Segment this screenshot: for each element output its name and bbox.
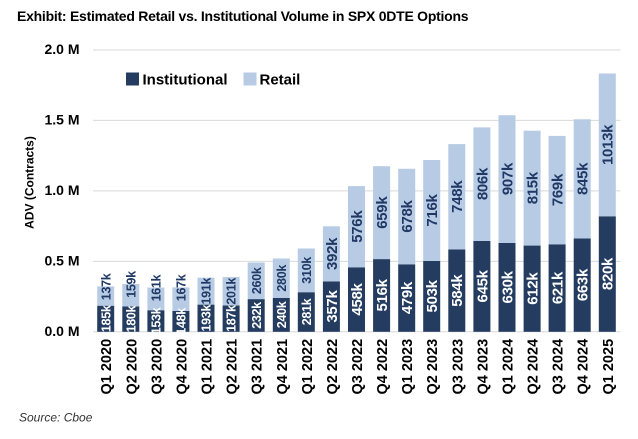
svg-text:612k: 612k xyxy=(525,272,542,305)
svg-text:1013k: 1013k xyxy=(600,124,617,165)
svg-text:907k: 907k xyxy=(499,162,516,195)
svg-text:Q4 2023: Q4 2023 xyxy=(475,339,491,395)
svg-text:0.5 M: 0.5 M xyxy=(44,253,79,269)
svg-text:Exhibit: Estimated Retail vs.: Exhibit: Estimated Retail vs. Institutio… xyxy=(17,8,469,24)
svg-text:645k: 645k xyxy=(474,269,491,302)
svg-text:185k: 185k xyxy=(99,305,113,332)
svg-text:Q1 2024: Q1 2024 xyxy=(501,339,517,395)
svg-text:Q1 2021: Q1 2021 xyxy=(200,339,216,395)
svg-text:Q3 2024: Q3 2024 xyxy=(551,339,567,395)
svg-text:Q2 2024: Q2 2024 xyxy=(526,339,542,395)
svg-text:516k: 516k xyxy=(374,278,391,311)
svg-text:479k: 479k xyxy=(399,281,416,314)
svg-text:201k: 201k xyxy=(225,278,239,305)
svg-text:1.0 M: 1.0 M xyxy=(44,182,79,198)
svg-text:281k: 281k xyxy=(300,298,314,325)
svg-text:ADV (Contracts): ADV (Contracts) xyxy=(23,136,37,229)
svg-text:Q4 2024: Q4 2024 xyxy=(576,339,592,395)
svg-text:357k: 357k xyxy=(324,290,341,323)
svg-text:Q3 2020: Q3 2020 xyxy=(149,339,165,395)
svg-text:Institutional: Institutional xyxy=(143,72,228,89)
svg-text:Retail: Retail xyxy=(260,72,301,89)
svg-text:392k: 392k xyxy=(324,237,341,270)
svg-text:716k: 716k xyxy=(424,193,441,226)
svg-text:Q3 2021: Q3 2021 xyxy=(250,339,266,395)
svg-text:769k: 769k xyxy=(550,173,567,206)
svg-text:2.0 M: 2.0 M xyxy=(44,41,79,57)
svg-text:584k: 584k xyxy=(449,274,466,307)
svg-text:280k: 280k xyxy=(275,265,289,292)
svg-text:503k: 503k xyxy=(424,279,441,312)
svg-text:Q4 2022: Q4 2022 xyxy=(375,339,391,395)
svg-text:187k: 187k xyxy=(225,305,239,332)
svg-text:806k: 806k xyxy=(474,167,491,200)
svg-text:153k: 153k xyxy=(150,307,164,334)
svg-text:180k: 180k xyxy=(124,305,138,332)
svg-text:0.0 M: 0.0 M xyxy=(44,323,79,339)
svg-text:Q1 2022: Q1 2022 xyxy=(300,339,316,395)
svg-text:820k: 820k xyxy=(600,257,617,290)
svg-text:137k: 137k xyxy=(99,273,113,300)
svg-text:458k: 458k xyxy=(349,282,366,315)
svg-text:260k: 260k xyxy=(250,267,264,294)
svg-text:659k: 659k xyxy=(374,196,391,229)
svg-text:1.5 M: 1.5 M xyxy=(44,112,79,128)
svg-text:148k: 148k xyxy=(175,308,189,335)
svg-text:Q3 2022: Q3 2022 xyxy=(350,339,366,395)
svg-text:Q1 2020: Q1 2020 xyxy=(99,339,115,395)
svg-text:630k: 630k xyxy=(499,270,516,303)
svg-text:621k: 621k xyxy=(550,271,567,304)
svg-text:815k: 815k xyxy=(525,171,542,204)
svg-text:240k: 240k xyxy=(275,301,289,328)
svg-text:Q2 2022: Q2 2022 xyxy=(325,339,341,395)
svg-text:161k: 161k xyxy=(150,274,164,301)
svg-text:191k: 191k xyxy=(200,278,214,305)
svg-text:Q2 2021: Q2 2021 xyxy=(225,339,241,395)
svg-text:Source: Cboe: Source: Cboe xyxy=(19,411,93,425)
svg-text:167k: 167k xyxy=(175,274,189,301)
svg-text:Q1 2023: Q1 2023 xyxy=(400,339,416,395)
svg-text:193k: 193k xyxy=(200,305,214,332)
svg-text:748k: 748k xyxy=(449,180,466,213)
svg-text:232k: 232k xyxy=(250,302,264,329)
svg-text:576k: 576k xyxy=(349,210,366,243)
svg-text:663k: 663k xyxy=(575,268,592,301)
svg-text:Q1 2025: Q1 2025 xyxy=(601,339,617,395)
svg-text:Q3 2023: Q3 2023 xyxy=(450,339,466,395)
svg-text:310k: 310k xyxy=(300,257,314,284)
svg-text:159k: 159k xyxy=(124,271,138,298)
svg-text:Q4 2021: Q4 2021 xyxy=(275,339,291,395)
svg-text:Q2 2023: Q2 2023 xyxy=(425,339,441,395)
svg-text:Q2 2020: Q2 2020 xyxy=(124,339,140,395)
svg-text:Q4 2020: Q4 2020 xyxy=(174,339,190,395)
svg-text:678k: 678k xyxy=(399,199,416,232)
svg-text:845k: 845k xyxy=(575,162,592,195)
